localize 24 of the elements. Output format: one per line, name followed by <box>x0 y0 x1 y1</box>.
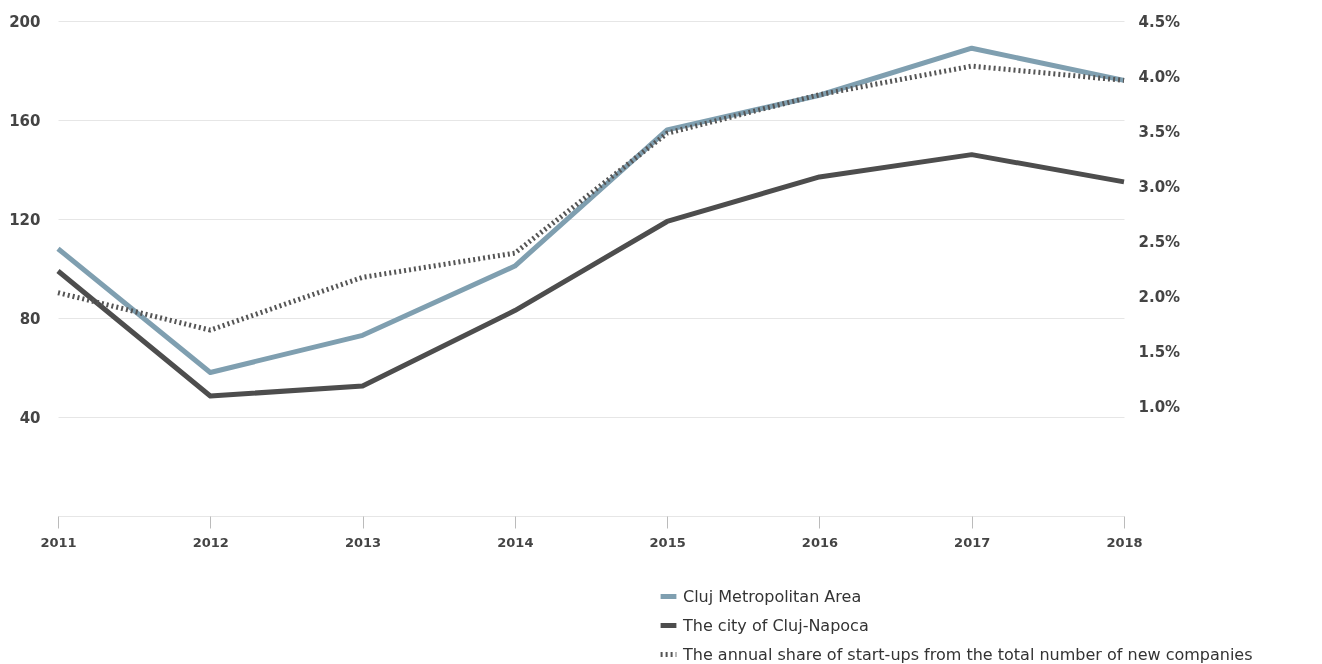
legend-label: The city of Cluj-Napoca <box>682 615 869 635</box>
x-tick-label: 2017 <box>954 534 991 550</box>
y2-tick-label: 2.5% <box>1138 232 1181 251</box>
legend-label: The annual share of start-ups from the total number of new companies <box>682 644 1253 664</box>
x-tick-label: 2012 <box>192 534 229 550</box>
y-tick-label: 200 <box>9 12 41 31</box>
y2-tick-label: 2.0% <box>1138 287 1181 306</box>
y2-tick-label: 1.5% <box>1138 342 1181 361</box>
y-tick-label: 40 <box>19 408 41 427</box>
y2-tick-label: 3.5% <box>1138 122 1181 141</box>
y2-tick-label: 4.0% <box>1138 67 1181 86</box>
legend-label: Cluj Metropolitan Area <box>683 586 862 606</box>
y2-tick-label: 1.0% <box>1138 397 1181 416</box>
y-tick-label: 120 <box>9 210 41 229</box>
y2-tick-label: 3.0% <box>1138 177 1181 196</box>
y2-tick-label: 4.5% <box>1138 12 1181 31</box>
y-tick-label: 80 <box>19 309 41 328</box>
x-tick-label: 2011 <box>40 534 77 550</box>
x-tick-label: 2018 <box>1106 534 1143 550</box>
x-tick-label: 2016 <box>801 534 839 550</box>
x-tick-label: 2015 <box>649 534 686 550</box>
x-tick-label: 2014 <box>497 534 534 550</box>
x-tick-label: 2013 <box>344 534 382 550</box>
y-tick-label: 160 <box>9 111 41 130</box>
